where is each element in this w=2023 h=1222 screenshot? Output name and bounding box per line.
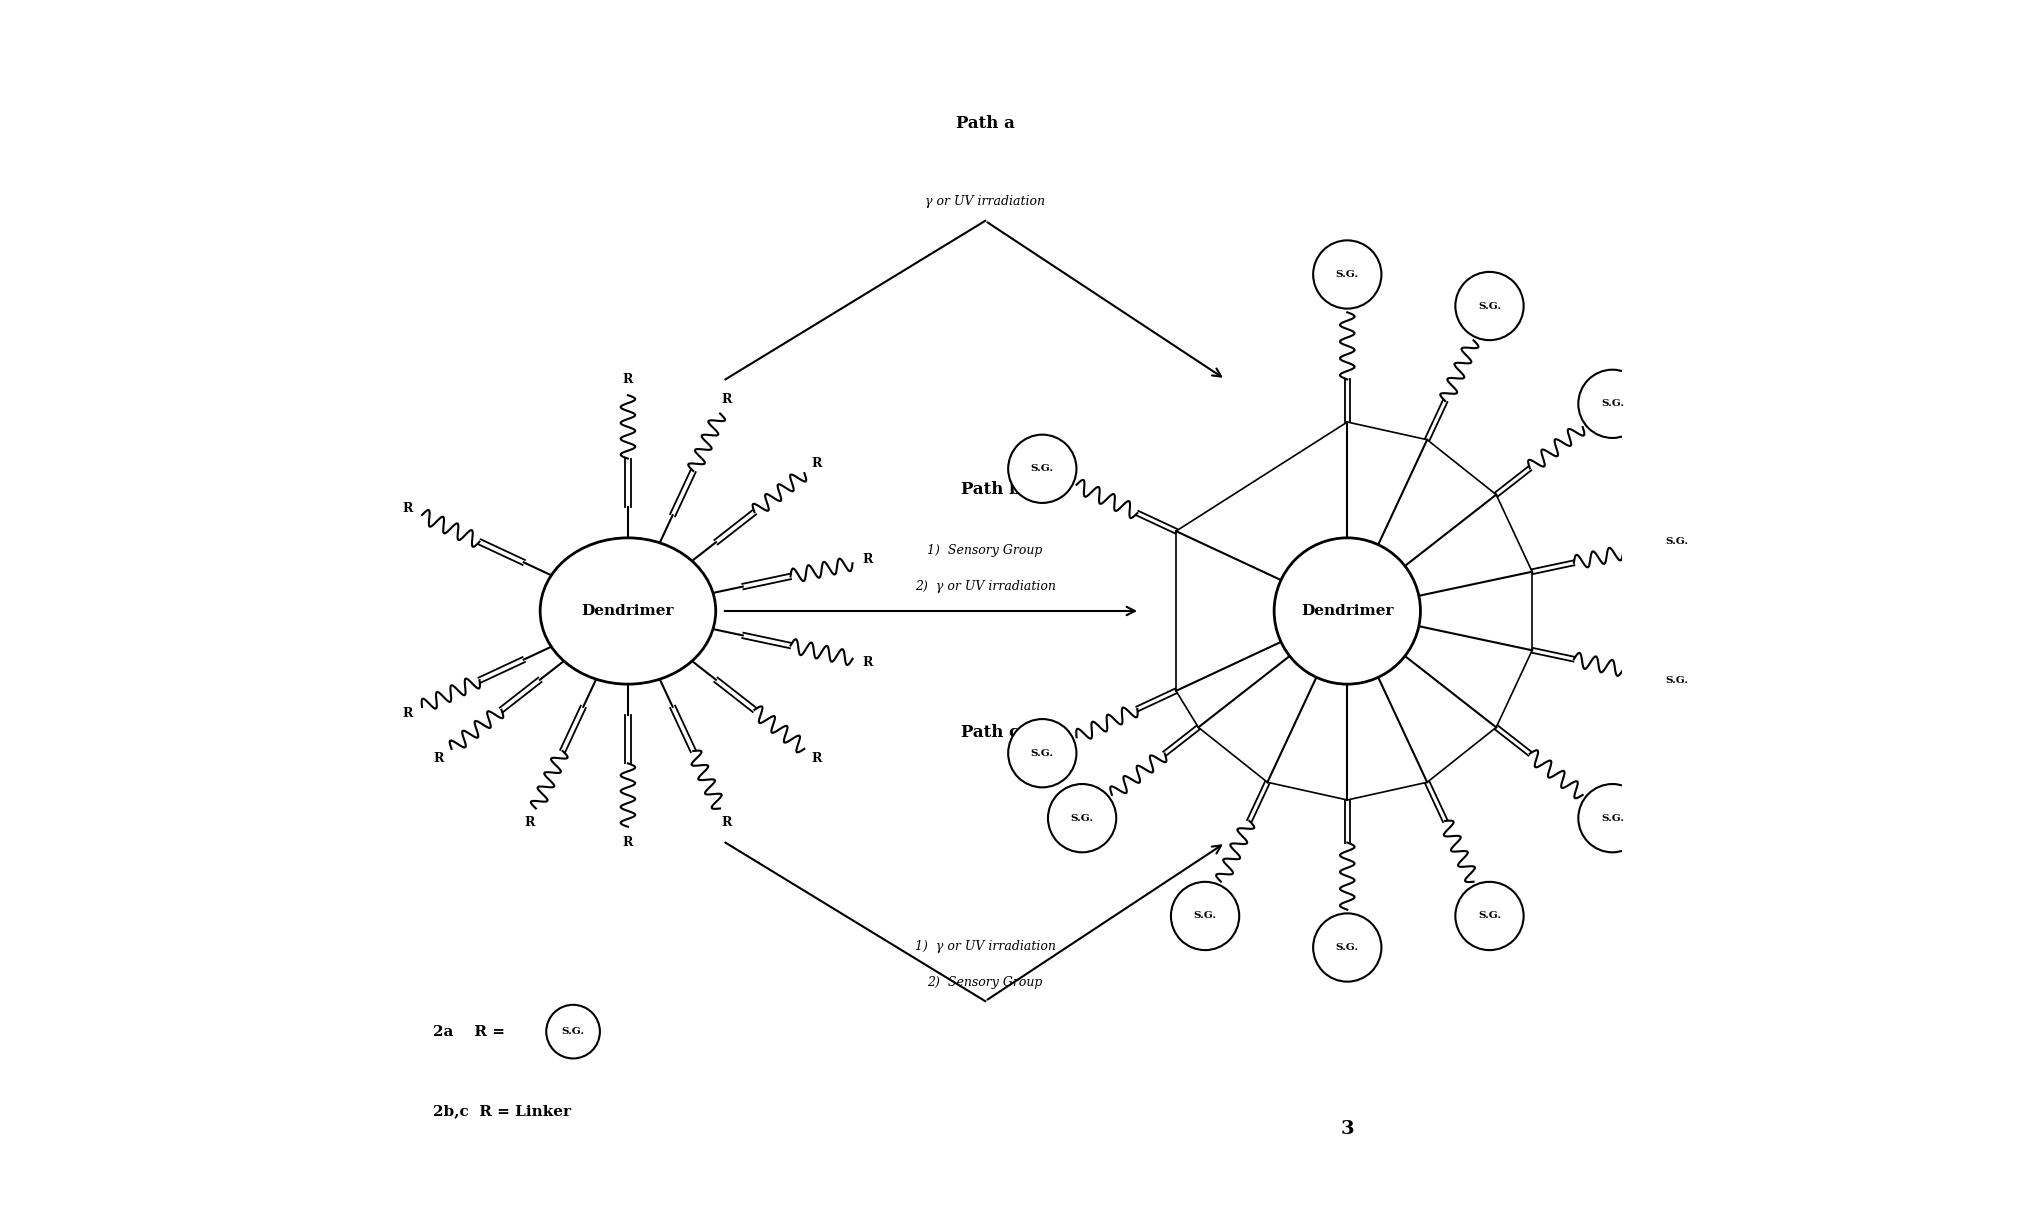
- Text: γ or UV irradiation: γ or UV irradiation: [925, 194, 1044, 208]
- Text: R: R: [720, 392, 732, 406]
- Text: S.G.: S.G.: [1600, 400, 1622, 408]
- Circle shape: [1007, 719, 1076, 787]
- Text: 2a    R =: 2a R =: [433, 1024, 504, 1039]
- Text: R: R: [862, 655, 872, 668]
- Text: R: R: [811, 752, 821, 765]
- Text: S.G.: S.G.: [1665, 677, 1687, 686]
- Circle shape: [1578, 370, 1647, 437]
- Text: 3: 3: [1339, 1121, 1353, 1138]
- Circle shape: [1007, 435, 1076, 503]
- Text: R: R: [720, 816, 732, 830]
- Text: 1)  γ or UV irradiation: 1) γ or UV irradiation: [914, 940, 1056, 953]
- Circle shape: [1578, 785, 1647, 852]
- Text: S.G.: S.G.: [560, 1028, 585, 1036]
- Text: 2)  γ or UV irradiation: 2) γ or UV irradiation: [914, 580, 1056, 593]
- Text: S.G.: S.G.: [1600, 814, 1622, 822]
- Circle shape: [1641, 507, 1709, 576]
- Text: Path c: Path c: [961, 725, 1018, 742]
- Text: R: R: [811, 457, 821, 470]
- Text: Dendrimer: Dendrimer: [1301, 604, 1394, 618]
- Text: 2b,c  R = Linker: 2b,c R = Linker: [433, 1103, 570, 1118]
- Text: 1)  Sensory Group: 1) Sensory Group: [927, 544, 1042, 556]
- Circle shape: [1048, 785, 1117, 852]
- Circle shape: [1313, 241, 1382, 309]
- Text: S.G.: S.G.: [1477, 912, 1501, 920]
- Text: R: R: [524, 816, 534, 830]
- Circle shape: [546, 1004, 599, 1058]
- Circle shape: [1171, 882, 1238, 951]
- Text: S.G.: S.G.: [1194, 912, 1216, 920]
- Text: R: R: [433, 752, 443, 765]
- Text: 2)  Sensory Group: 2) Sensory Group: [927, 976, 1042, 990]
- Text: Path a: Path a: [955, 115, 1014, 132]
- Text: S.G.: S.G.: [1477, 302, 1501, 310]
- Circle shape: [1313, 913, 1382, 981]
- Ellipse shape: [1274, 538, 1420, 684]
- Ellipse shape: [540, 538, 716, 684]
- Text: S.G.: S.G.: [1335, 943, 1357, 952]
- Text: Path b: Path b: [961, 480, 1020, 497]
- Text: R: R: [403, 708, 413, 720]
- Text: R: R: [623, 373, 633, 386]
- Text: S.G.: S.G.: [1070, 814, 1092, 822]
- Circle shape: [1455, 271, 1523, 340]
- Text: S.G.: S.G.: [1335, 270, 1357, 279]
- Circle shape: [1641, 646, 1709, 715]
- Text: S.G.: S.G.: [1665, 536, 1687, 545]
- Text: R: R: [403, 502, 413, 514]
- Circle shape: [1455, 882, 1523, 951]
- Text: R: R: [862, 554, 872, 567]
- Text: R: R: [623, 836, 633, 849]
- Text: S.G.: S.G.: [1030, 464, 1054, 473]
- Text: Dendrimer: Dendrimer: [581, 604, 674, 618]
- Text: S.G.: S.G.: [1030, 749, 1054, 758]
